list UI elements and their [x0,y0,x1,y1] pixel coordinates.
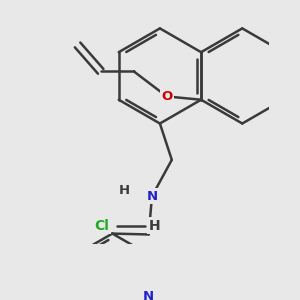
Text: H: H [119,184,130,197]
Text: Cl: Cl [94,219,109,233]
Text: N: N [146,190,158,203]
Text: O: O [161,90,172,103]
Text: H: H [149,219,161,233]
Text: N: N [143,290,154,300]
